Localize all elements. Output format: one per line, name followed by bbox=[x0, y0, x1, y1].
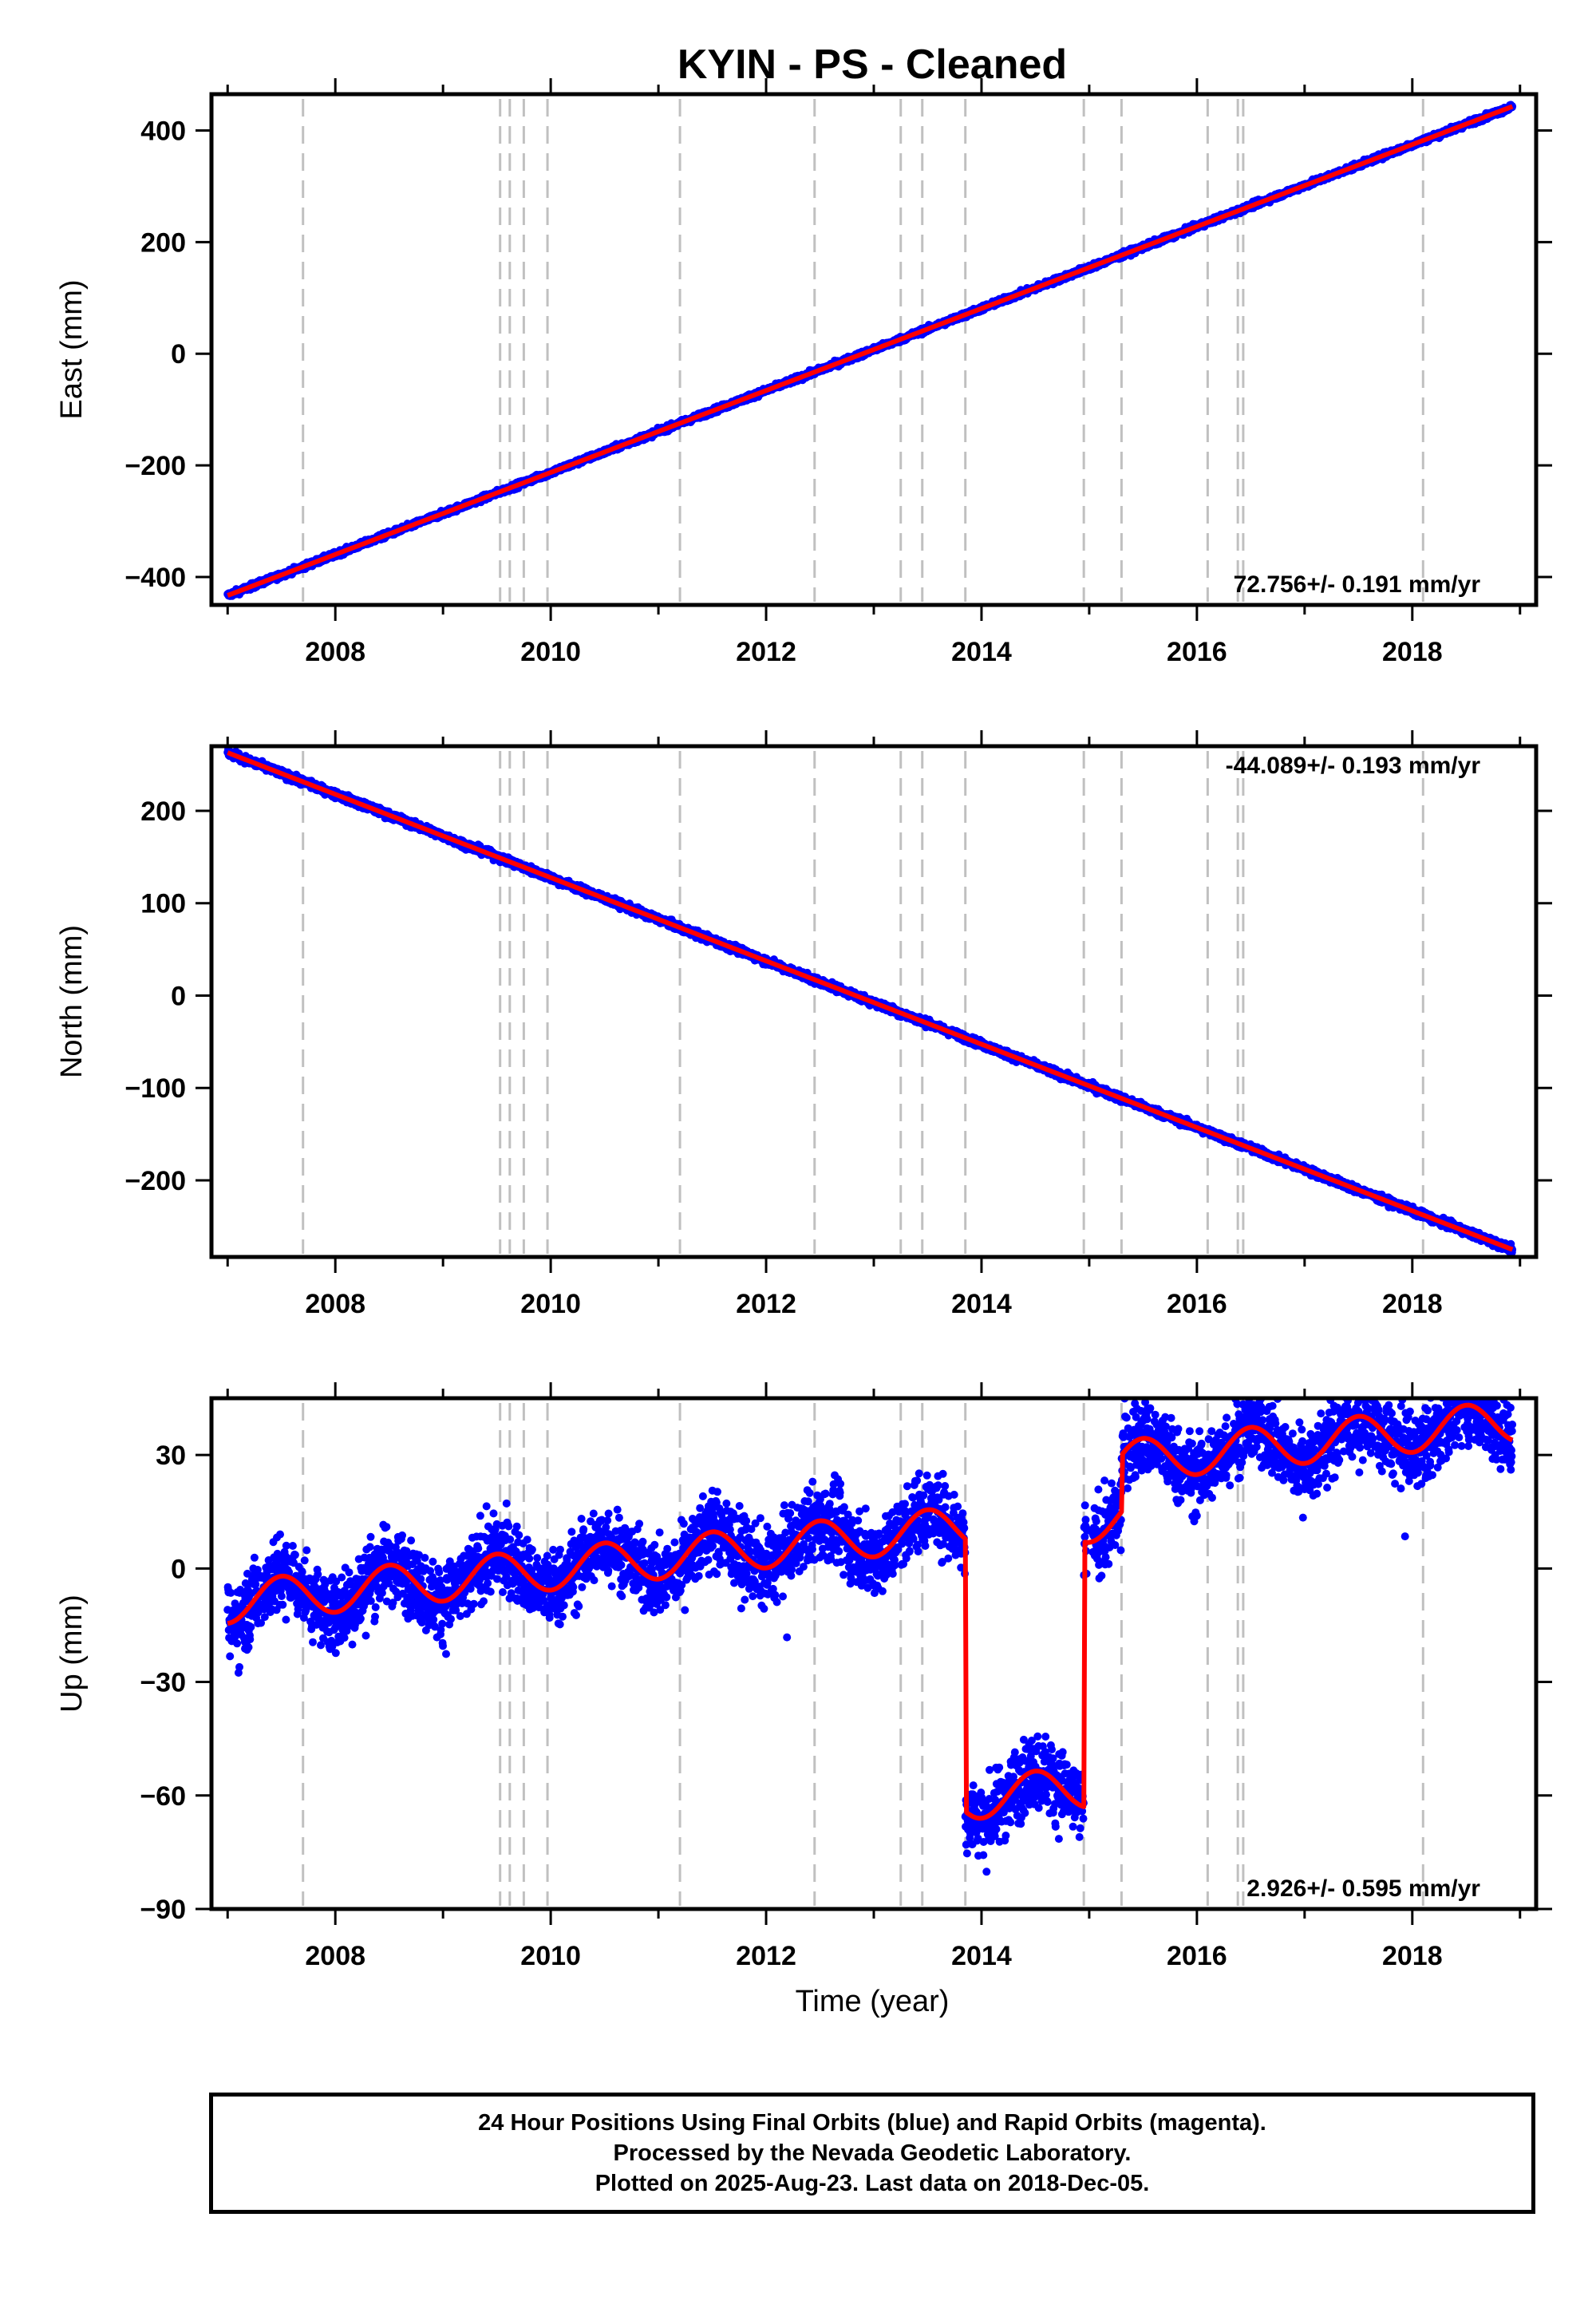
north-panel: 2008 2010 2012 2014 2016 2018−200−1000100200N… bbox=[55, 730, 1552, 1319]
east-panel: 2008 2010 2012 2014 2016 2018 −400 −200 0 200 400 E… bbox=[55, 78, 1552, 667]
x-tick-label: 2012 bbox=[736, 637, 796, 667]
y-tick-label: −400 bbox=[124, 563, 186, 593]
y-tick-label: 400 bbox=[140, 116, 186, 146]
y-tick-label: 0 bbox=[171, 339, 186, 370]
x-tick-label: 2018 bbox=[1382, 637, 1443, 667]
velocity-rate-label: 72.756+/- 0.191 mm/yr bbox=[1234, 571, 1481, 598]
chart-title: KYIN - PS - Cleaned bbox=[678, 41, 1067, 88]
x-tick-label: 2014 bbox=[951, 637, 1012, 667]
y-tick-label: −200 bbox=[124, 451, 186, 481]
model-fit-line bbox=[226, 104, 1514, 598]
y-axis-title: East (mm) bbox=[55, 279, 89, 419]
y-tick-label: 200 bbox=[140, 227, 186, 258]
x-tick-label: 2008 bbox=[305, 637, 365, 667]
x-tick-label: 2016 bbox=[1167, 637, 1227, 667]
x-tick-label: 2010 bbox=[520, 637, 581, 667]
